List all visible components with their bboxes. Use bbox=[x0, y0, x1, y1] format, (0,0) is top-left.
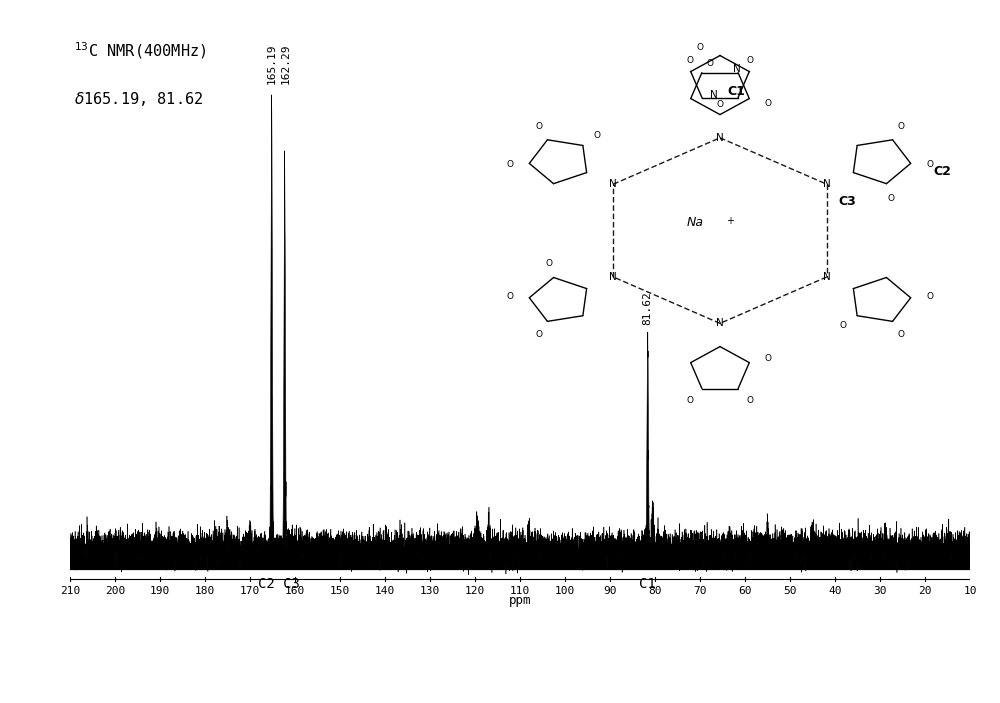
Text: 140: 140 bbox=[375, 586, 395, 595]
Text: 30: 30 bbox=[873, 586, 887, 595]
Text: O: O bbox=[746, 56, 753, 65]
Text: O: O bbox=[687, 56, 694, 65]
Text: 60: 60 bbox=[738, 586, 752, 595]
Text: O: O bbox=[707, 58, 714, 67]
Text: 165.19: 165.19 bbox=[267, 44, 277, 84]
Text: O: O bbox=[546, 259, 553, 268]
Text: 40: 40 bbox=[828, 586, 842, 595]
Text: O: O bbox=[897, 330, 904, 340]
Text: O: O bbox=[927, 292, 934, 301]
Text: O: O bbox=[506, 160, 513, 169]
Text: N: N bbox=[710, 91, 718, 101]
Text: C1: C1 bbox=[727, 84, 745, 98]
Text: +: + bbox=[726, 216, 734, 226]
Text: O: O bbox=[687, 396, 694, 405]
Text: O: O bbox=[887, 193, 894, 202]
Text: 81.62: 81.62 bbox=[643, 291, 653, 325]
Text: O: O bbox=[536, 122, 543, 131]
Text: 70: 70 bbox=[693, 586, 707, 595]
Text: 120: 120 bbox=[465, 586, 485, 595]
Text: O: O bbox=[897, 122, 904, 131]
Text: 162.29: 162.29 bbox=[281, 44, 291, 84]
Text: O: O bbox=[764, 354, 771, 363]
Text: 110: 110 bbox=[510, 586, 530, 595]
Text: 100: 100 bbox=[555, 586, 575, 595]
Text: C2: C2 bbox=[933, 165, 951, 178]
Text: O: O bbox=[839, 321, 846, 330]
Text: $\delta$165.19, 81.62: $\delta$165.19, 81.62 bbox=[74, 90, 204, 108]
Text: N: N bbox=[733, 65, 741, 75]
Text: $^{13}$C NMR(400MHz): $^{13}$C NMR(400MHz) bbox=[74, 41, 207, 61]
Text: 80: 80 bbox=[648, 586, 662, 595]
Text: N: N bbox=[716, 318, 724, 328]
Text: 200: 200 bbox=[105, 586, 125, 595]
Text: N: N bbox=[609, 272, 617, 282]
Text: N: N bbox=[716, 133, 724, 143]
Text: ppm: ppm bbox=[509, 594, 531, 607]
Text: O: O bbox=[506, 292, 513, 301]
Text: 170: 170 bbox=[240, 586, 260, 595]
Text: 160: 160 bbox=[285, 586, 305, 595]
Text: 190: 190 bbox=[150, 586, 170, 595]
Text: Na: Na bbox=[686, 216, 703, 228]
Text: 20: 20 bbox=[918, 586, 932, 595]
Text: 10: 10 bbox=[963, 586, 977, 595]
Text: 90: 90 bbox=[603, 586, 617, 595]
Text: 50: 50 bbox=[783, 586, 797, 595]
Text: O: O bbox=[536, 330, 543, 340]
Text: 130: 130 bbox=[420, 586, 440, 595]
Text: O: O bbox=[716, 100, 724, 108]
Text: 150: 150 bbox=[330, 586, 350, 595]
Text: C1: C1 bbox=[639, 576, 656, 591]
Text: N: N bbox=[823, 272, 831, 282]
Text: O: O bbox=[697, 43, 704, 51]
Text: O: O bbox=[746, 396, 753, 405]
Text: C2 C3: C2 C3 bbox=[258, 576, 300, 591]
Text: O: O bbox=[764, 98, 771, 108]
Text: O: O bbox=[927, 160, 934, 169]
Text: N: N bbox=[823, 179, 831, 189]
Text: C3: C3 bbox=[838, 195, 856, 207]
Text: 210: 210 bbox=[60, 586, 80, 595]
Text: O: O bbox=[594, 131, 601, 140]
Text: 180: 180 bbox=[195, 586, 215, 595]
Text: N: N bbox=[609, 179, 617, 189]
